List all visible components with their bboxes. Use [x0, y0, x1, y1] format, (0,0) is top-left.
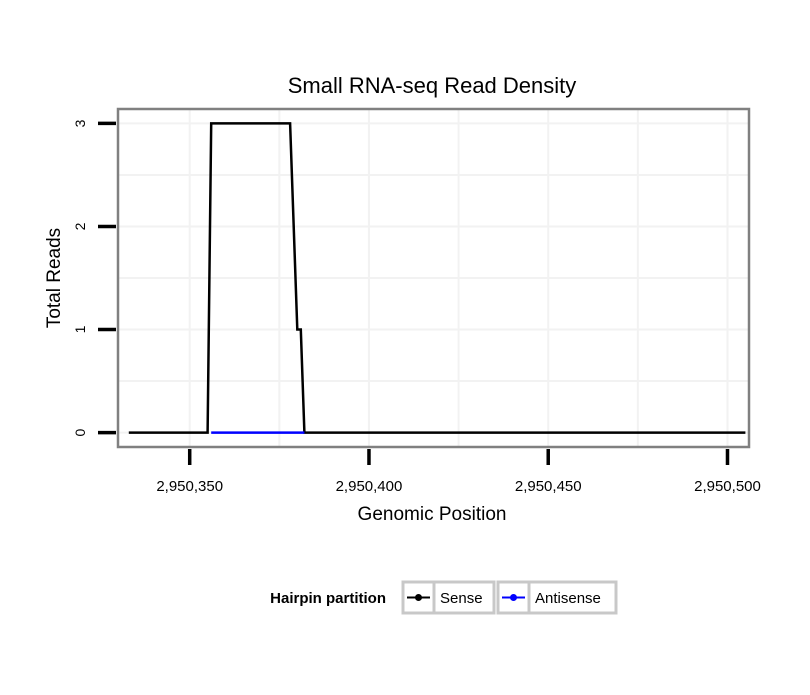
legend-entry-frame	[401, 580, 496, 615]
x-tick-label: 2,950,350	[156, 478, 223, 495]
legend-key-point	[510, 594, 517, 601]
series-layer	[128, 122, 746, 434]
legend-entry-antisense: Antisense	[496, 580, 618, 615]
legend-entry-frame	[496, 580, 618, 615]
y-axis: 0 1 2 3	[72, 119, 116, 436]
y-axis-label: Total Reads	[44, 228, 65, 328]
x-tick-label: 2,950,400	[336, 478, 403, 495]
y-tick-label: 2	[72, 222, 88, 230]
x-tick-label: 2,950,500	[694, 478, 761, 495]
grid	[118, 109, 749, 447]
x-axis-label: Genomic Position	[358, 504, 507, 525]
x-axis: 2,950,350 2,950,400 2,950,450 2,950,500	[156, 449, 761, 495]
chart-title: Small RNA-seq Read Density	[288, 73, 577, 98]
legend-entry-label: Sense	[440, 590, 483, 607]
legend-entry-sense: Sense	[401, 580, 496, 615]
legend-entry-label: Antisense	[535, 590, 601, 607]
y-tick-label: 1	[72, 325, 88, 333]
legend-key-point	[415, 594, 422, 601]
legend: Hairpin partition Sense Antisense	[270, 580, 618, 615]
y-tick-label: 3	[72, 119, 88, 127]
legend-title: Hairpin partition	[270, 590, 386, 607]
x-tick-label: 2,950,450	[515, 478, 582, 495]
series-line-sense	[128, 122, 746, 434]
y-tick-label: 0	[72, 428, 88, 436]
legend-entries: Sense Antisense	[401, 580, 618, 615]
plot-frame	[116, 107, 751, 449]
